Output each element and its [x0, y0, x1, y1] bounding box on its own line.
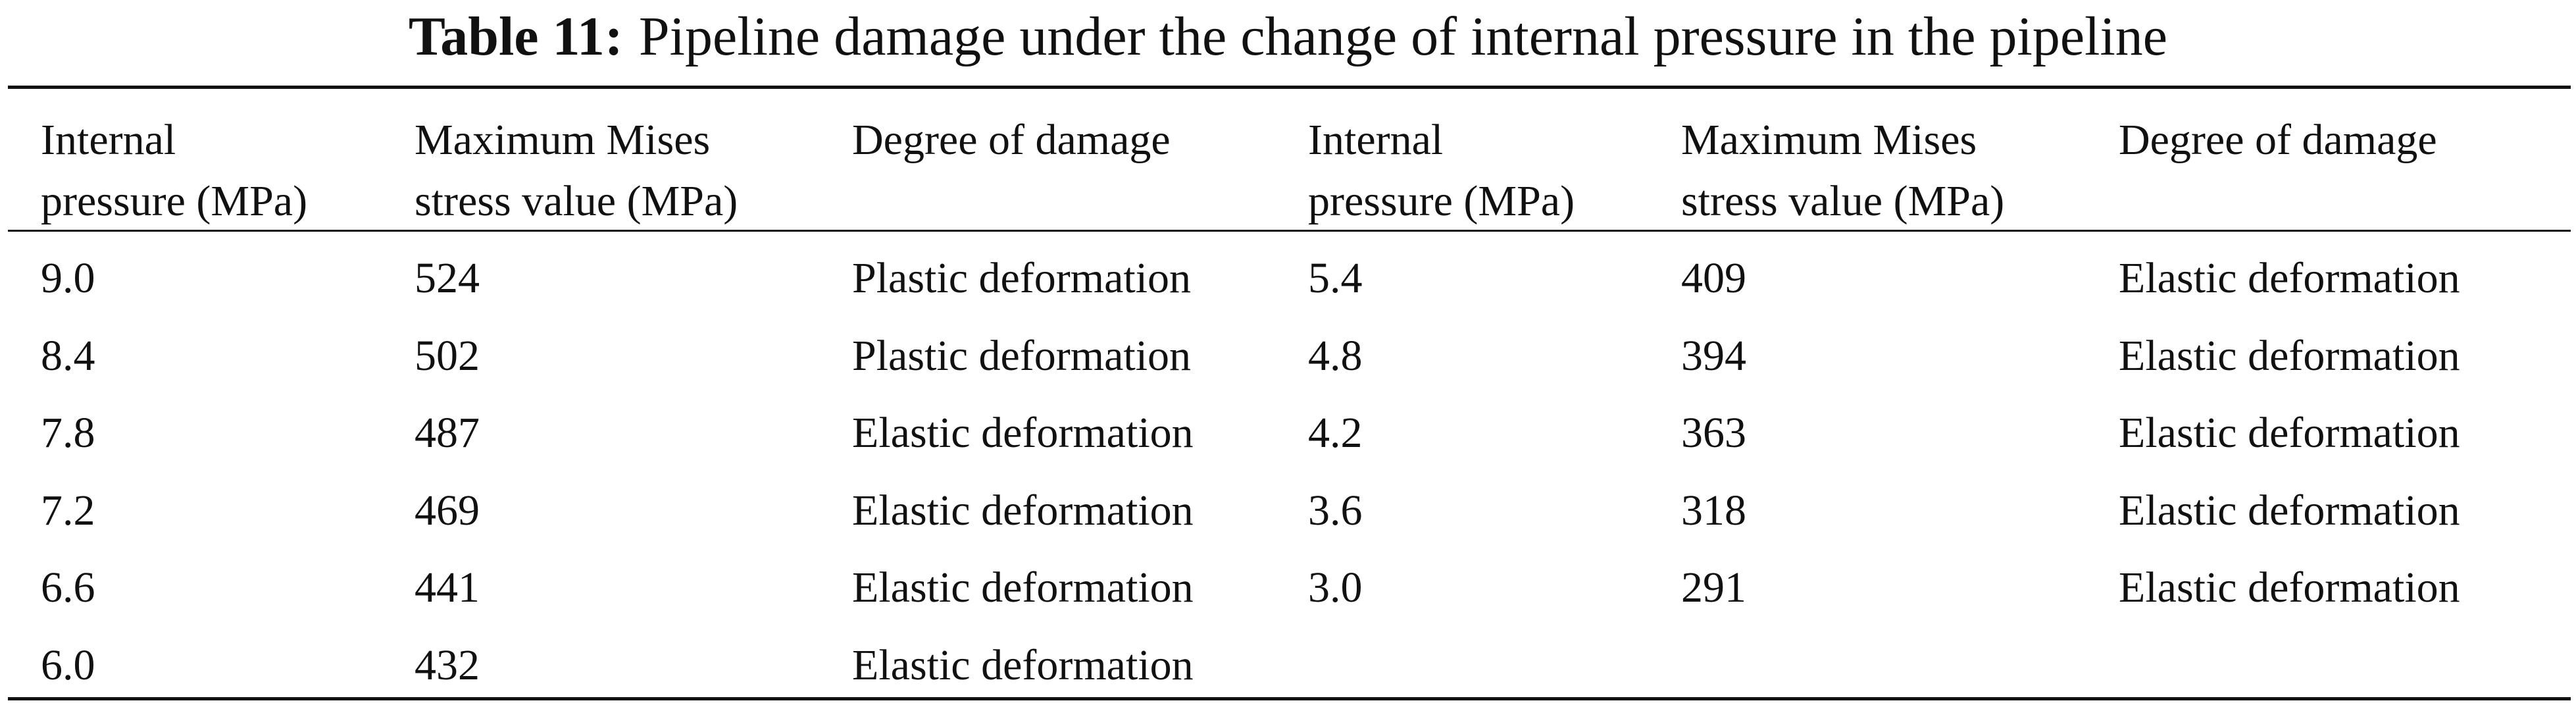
header-cell: Degree of damage	[2119, 116, 2437, 164]
table-cell: 469	[415, 486, 480, 535]
header-cell: pressure (MPa)	[41, 177, 308, 225]
table-cell: 409	[1681, 254, 1746, 302]
top-rule	[8, 86, 2571, 89]
table-cell: 3.0	[1308, 563, 1363, 612]
table-cell: 8.4	[41, 331, 95, 380]
header-cell: Internal	[1308, 116, 1444, 164]
table-cell: 502	[415, 331, 480, 380]
table-cell: 9.0	[41, 254, 95, 302]
table-cell: Elastic deformation	[2119, 254, 2460, 302]
table-cell: Plastic deformation	[852, 331, 1192, 380]
caption-label: Table 11:	[408, 6, 623, 67]
header-cell: Degree of damage	[852, 116, 1171, 164]
table-cell: Elastic deformation	[2119, 409, 2460, 457]
header-cell: pressure (MPa)	[1308, 177, 1575, 225]
table-cell: 363	[1681, 409, 1746, 457]
header-rule	[8, 230, 2571, 232]
table-cell: Elastic deformation	[852, 486, 1194, 535]
table-cell: 6.6	[41, 563, 95, 612]
table-cell: Elastic deformation	[2119, 563, 2460, 612]
header-cell: Internal	[41, 116, 176, 164]
table-cell: 524	[415, 254, 480, 302]
table-cell: 6.0	[41, 641, 95, 689]
table-cell: Elastic deformation	[2119, 331, 2460, 380]
table-cell: 432	[415, 641, 480, 689]
table-cell: 441	[415, 563, 480, 612]
header-cell: stress value (MPa)	[415, 177, 738, 225]
table-cell: 5.4	[1308, 254, 1363, 302]
table-cell: 3.6	[1308, 486, 1363, 535]
header-cell: Maximum Mises	[415, 116, 711, 164]
table-cell: 318	[1681, 486, 1746, 535]
table-cell: 7.8	[41, 409, 95, 457]
table-cell: 7.2	[41, 486, 95, 535]
bottom-rule	[8, 697, 2571, 700]
table-cell: 4.8	[1308, 331, 1363, 380]
table-cell: Elastic deformation	[2119, 486, 2460, 535]
header-cell: stress value (MPa)	[1681, 177, 2005, 225]
table-caption: Table 11: Pipeline damage under the chang…	[0, 5, 2576, 68]
table-cell: Plastic deformation	[852, 254, 1192, 302]
table-cell: 4.2	[1308, 409, 1363, 457]
header-cell: Maximum Mises	[1681, 116, 1977, 164]
table-cell: Elastic deformation	[852, 563, 1194, 612]
table-cell: Elastic deformation	[852, 409, 1194, 457]
table-cell: Elastic deformation	[852, 641, 1194, 689]
caption-text: Pipeline damage under the change of inte…	[638, 6, 2168, 67]
table-cell: 487	[415, 409, 480, 457]
table-cell: 394	[1681, 331, 1746, 380]
table-cell: 291	[1681, 563, 1746, 612]
